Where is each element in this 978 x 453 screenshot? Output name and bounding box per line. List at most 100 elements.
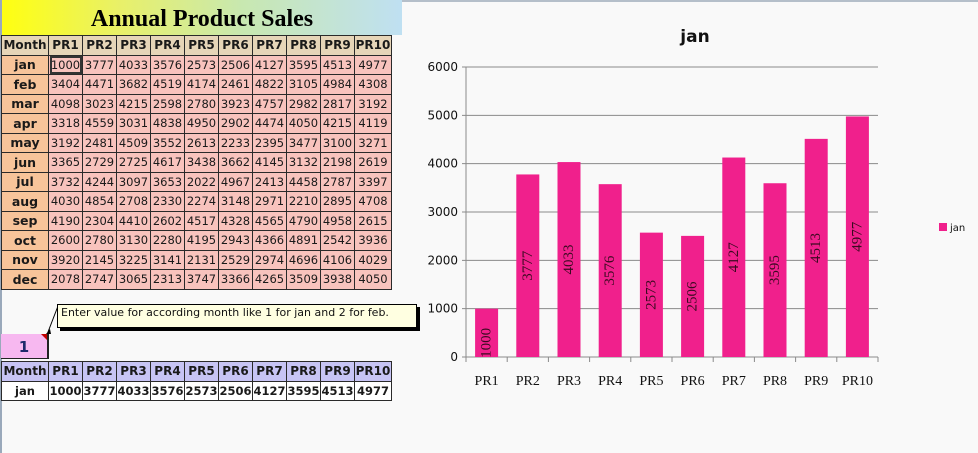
lookup-value-cell[interactable]: 2573	[184, 380, 219, 401]
lookup-header-pr2[interactable]: PR2	[82, 361, 117, 382]
value-cell[interactable]: 4958	[320, 210, 355, 231]
month-cell[interactable]: mar	[1, 93, 49, 114]
lookup-value-cell[interactable]: 1000	[48, 380, 83, 401]
bar-pr3[interactable]	[557, 162, 581, 357]
value-cell[interactable]: 2902	[218, 113, 253, 134]
column-header-pr1[interactable]: PR1	[48, 35, 83, 56]
month-input-cell[interactable]: 1	[1, 334, 49, 359]
value-cell[interactable]: 4190	[48, 210, 83, 231]
value-cell[interactable]: 2598	[150, 93, 185, 114]
column-header-pr7[interactable]: PR7	[252, 35, 287, 56]
value-cell[interactable]: 2145	[82, 249, 117, 270]
value-cell[interactable]: 2078	[48, 269, 83, 290]
lookup-value-cell[interactable]: 4033	[116, 380, 151, 401]
value-cell[interactable]: 4050	[354, 269, 392, 290]
value-cell[interactable]: 4127	[252, 54, 287, 75]
value-cell[interactable]: 3936	[354, 230, 392, 251]
value-cell[interactable]: 2725	[116, 152, 151, 173]
value-cell[interactable]: 4854	[82, 191, 117, 212]
value-cell[interactable]: 2330	[150, 191, 185, 212]
value-cell[interactable]: 4145	[252, 152, 287, 173]
value-cell[interactable]: 3509	[286, 269, 321, 290]
column-header-pr6[interactable]: PR6	[218, 35, 253, 56]
value-cell[interactable]: 2787	[320, 171, 355, 192]
value-cell[interactable]: 4244	[82, 171, 117, 192]
month-cell[interactable]: feb	[1, 74, 49, 95]
value-cell[interactable]: 3747	[184, 269, 219, 290]
value-cell[interactable]: 2600	[48, 230, 83, 251]
lookup-header-pr1[interactable]: PR1	[48, 361, 83, 382]
value-cell[interactable]: 3576	[150, 54, 185, 75]
value-cell[interactable]: 4559	[82, 113, 117, 134]
value-cell[interactable]: 2413	[252, 171, 287, 192]
value-cell[interactable]: 4098	[48, 93, 83, 114]
value-cell[interactable]: 2982	[286, 93, 321, 114]
value-cell[interactable]: 4471	[82, 74, 117, 95]
bar-pr9[interactable]	[804, 138, 828, 357]
value-cell[interactable]: 4708	[354, 191, 392, 212]
bar-pr4[interactable]	[598, 184, 622, 357]
selected-cell[interactable]: 1000	[48, 54, 83, 75]
bar-pr2[interactable]	[516, 174, 540, 357]
value-cell[interactable]: 4328	[218, 210, 253, 231]
value-cell[interactable]: 4195	[184, 230, 219, 251]
value-cell[interactable]: 3132	[286, 152, 321, 173]
bar-chart[interactable]: jan 0 1000 2000 3000 4000 5000 6000 1000 PR1 3777 P…	[410, 0, 978, 453]
lookup-value-cell[interactable]: 3595	[286, 380, 321, 401]
value-cell[interactable]: 2971	[252, 191, 287, 212]
value-cell[interactable]: 2131	[184, 249, 219, 270]
value-cell[interactable]: 3404	[48, 74, 83, 95]
value-cell[interactable]: 4174	[184, 74, 219, 95]
value-cell[interactable]: 4215	[320, 113, 355, 134]
column-header-pr9[interactable]: PR9	[320, 35, 355, 56]
value-cell[interactable]: 4519	[150, 74, 185, 95]
value-cell[interactable]: 3023	[82, 93, 117, 114]
value-cell[interactable]: 4119	[354, 113, 392, 134]
value-cell[interactable]: 4967	[218, 171, 253, 192]
value-cell[interactable]: 3397	[354, 171, 392, 192]
value-cell[interactable]: 4458	[286, 171, 321, 192]
value-cell[interactable]: 2780	[184, 93, 219, 114]
value-cell[interactable]: 2506	[218, 54, 253, 75]
value-cell[interactable]: 4984	[320, 74, 355, 95]
value-cell[interactable]: 2780	[82, 230, 117, 251]
value-cell[interactable]: 4215	[116, 93, 151, 114]
value-cell[interactable]: 4617	[150, 152, 185, 173]
value-cell[interactable]: 4977	[354, 54, 392, 75]
value-cell[interactable]: 3192	[354, 93, 392, 114]
lookup-month-cell[interactable]: jan	[1, 380, 49, 401]
lookup-header-pr7[interactable]: PR7	[252, 361, 287, 382]
lookup-header-pr4[interactable]: PR4	[150, 361, 185, 382]
value-cell[interactable]: 3438	[184, 152, 219, 173]
month-cell[interactable]: jun	[1, 152, 49, 173]
value-cell[interactable]: 2974	[252, 249, 287, 270]
value-cell[interactable]: 4029	[354, 249, 392, 270]
value-cell[interactable]: 4106	[320, 249, 355, 270]
value-cell[interactable]: 2817	[320, 93, 355, 114]
value-cell[interactable]: 4513	[320, 54, 355, 75]
value-cell[interactable]: 3920	[48, 249, 83, 270]
value-cell[interactable]: 4410	[116, 210, 151, 231]
bar-pr10[interactable]	[845, 116, 869, 357]
value-cell[interactable]: 4565	[252, 210, 287, 231]
lookup-value-cell[interactable]: 4127	[252, 380, 287, 401]
lookup-value-cell[interactable]: 2506	[218, 380, 253, 401]
value-cell[interactable]: 3595	[286, 54, 321, 75]
value-cell[interactable]: 4050	[286, 113, 321, 134]
value-cell[interactable]: 3552	[150, 132, 185, 153]
value-cell[interactable]: 4891	[286, 230, 321, 251]
value-cell[interactable]: 2729	[82, 152, 117, 173]
column-header-pr2[interactable]: PR2	[82, 35, 117, 56]
value-cell[interactable]: 3225	[116, 249, 151, 270]
bar-pr7[interactable]	[722, 157, 746, 357]
value-cell[interactable]: 3271	[354, 132, 392, 153]
value-cell[interactable]: 2481	[82, 132, 117, 153]
column-header-month[interactable]: Month	[1, 35, 49, 56]
column-header-pr4[interactable]: PR4	[150, 35, 185, 56]
lookup-header-pr6[interactable]: PR6	[218, 361, 253, 382]
month-cell[interactable]: aug	[1, 191, 49, 212]
value-cell[interactable]: 2747	[82, 269, 117, 290]
value-cell[interactable]: 3097	[116, 171, 151, 192]
value-cell[interactable]: 3105	[286, 74, 321, 95]
lookup-value-cell[interactable]: 4977	[354, 380, 392, 401]
